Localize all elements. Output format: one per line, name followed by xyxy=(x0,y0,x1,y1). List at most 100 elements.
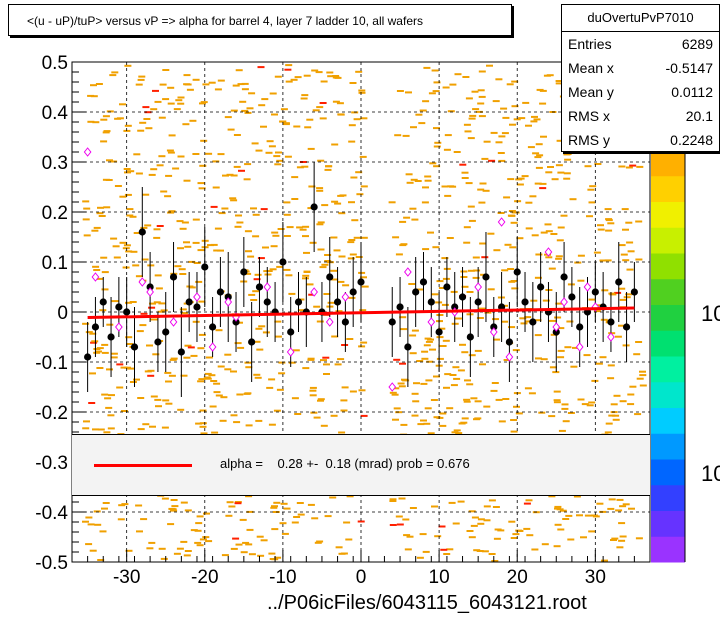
data-point-diamond xyxy=(583,282,592,292)
density-speckle xyxy=(555,302,563,305)
density-speckle xyxy=(313,416,321,419)
density-speckle xyxy=(245,250,252,253)
density-speckle xyxy=(470,397,478,400)
density-speckle xyxy=(234,342,242,345)
density-speckle xyxy=(94,523,102,526)
density-speckle xyxy=(283,235,291,237)
density-speckle xyxy=(618,539,626,542)
density-speckle xyxy=(336,102,344,105)
density-speckle xyxy=(274,335,282,338)
density-speckle xyxy=(167,86,175,89)
data-point xyxy=(490,323,498,331)
density-speckle xyxy=(399,220,407,223)
density-speckle xyxy=(516,237,524,240)
density-speckle xyxy=(309,394,317,397)
density-speckle xyxy=(552,371,560,374)
density-speckle xyxy=(196,544,204,547)
density-speckle xyxy=(513,118,521,121)
density-speckle xyxy=(545,230,553,233)
density-speckle xyxy=(477,102,485,105)
density-speckle xyxy=(498,420,506,423)
density-speckle xyxy=(423,66,431,69)
density-speckle xyxy=(554,523,562,526)
density-speckle xyxy=(398,385,406,388)
y-tick-label: 0 xyxy=(57,303,68,324)
density-speckle xyxy=(501,269,509,272)
density-speckle xyxy=(197,182,205,185)
density-speckle xyxy=(209,405,217,408)
density-speckle xyxy=(165,402,173,405)
density-speckle xyxy=(135,172,143,175)
density-speckle xyxy=(639,384,647,387)
density-speckle xyxy=(446,237,454,239)
density-speckle xyxy=(622,228,629,231)
density-speckle xyxy=(483,140,491,143)
density-speckle xyxy=(610,539,617,541)
density-speckle xyxy=(355,171,363,174)
density-speckle xyxy=(436,336,444,339)
density-speckle xyxy=(618,287,626,290)
density-speckle xyxy=(327,301,335,304)
density-speckle xyxy=(389,524,397,526)
density-speckle xyxy=(351,219,359,222)
data-point xyxy=(521,298,529,306)
density-speckle xyxy=(133,378,140,381)
density-speckle xyxy=(101,343,109,346)
density-speckle xyxy=(222,174,229,177)
density-speckle xyxy=(180,374,188,377)
density-speckle xyxy=(583,354,591,357)
density-speckle xyxy=(106,368,113,371)
stats-row-rms-y: RMS y 0.2248 xyxy=(562,128,719,152)
density-speckle xyxy=(468,117,476,120)
density-speckle xyxy=(422,186,429,189)
density-speckle xyxy=(116,386,124,389)
density-speckle xyxy=(200,139,208,142)
density-speckle xyxy=(158,155,166,158)
density-speckle xyxy=(604,431,612,434)
density-speckle xyxy=(91,229,99,232)
density-speckle xyxy=(87,120,95,123)
density-speckle xyxy=(619,505,627,508)
density-speckle xyxy=(260,125,267,128)
density-speckle xyxy=(198,300,206,303)
density-speckle xyxy=(253,278,261,281)
density-speckle xyxy=(138,75,146,78)
density-speckle xyxy=(187,346,195,349)
density-speckle xyxy=(159,83,167,86)
density-speckle xyxy=(427,231,434,234)
density-speckle xyxy=(196,515,204,518)
data-point xyxy=(458,293,467,301)
density-speckle xyxy=(433,81,441,84)
density-speckle xyxy=(195,522,203,525)
density-speckle xyxy=(493,338,501,341)
density-speckle xyxy=(237,346,245,349)
density-speckle xyxy=(90,95,98,98)
data-point-diamond xyxy=(560,297,568,307)
density-speckle xyxy=(342,284,350,287)
density-speckle xyxy=(214,227,222,230)
data-point xyxy=(294,298,303,306)
density-speckle xyxy=(324,260,332,262)
density-speckle xyxy=(403,534,411,537)
data-point xyxy=(419,278,428,286)
data-point-diamond xyxy=(427,317,436,327)
density-speckle xyxy=(300,97,308,100)
density-speckle xyxy=(330,269,338,272)
density-speckle xyxy=(254,273,262,276)
density-speckle xyxy=(455,432,463,435)
density-speckle xyxy=(555,255,563,258)
density-speckle xyxy=(406,181,414,184)
density-speckle xyxy=(240,551,248,554)
density-speckle xyxy=(392,236,400,239)
density-speckle xyxy=(199,425,207,428)
density-speckle xyxy=(349,390,357,393)
density-speckle xyxy=(148,306,156,309)
density-speckle xyxy=(96,347,104,350)
color-scale-segment xyxy=(651,536,685,563)
density-speckle xyxy=(492,506,500,508)
density-speckle xyxy=(147,374,155,377)
density-speckle xyxy=(307,503,315,506)
density-speckle xyxy=(113,256,121,259)
density-speckle xyxy=(213,382,221,385)
density-speckle xyxy=(491,560,499,562)
